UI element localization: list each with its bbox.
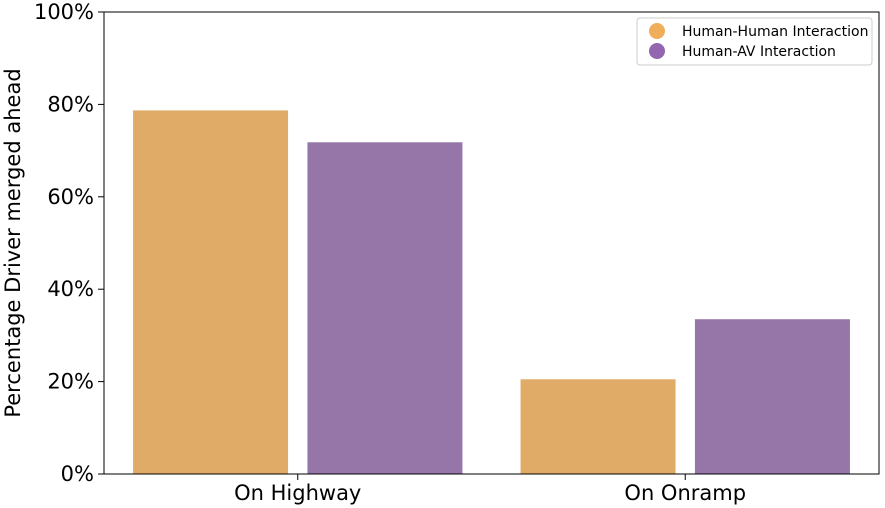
bar-human-human-onramp	[520, 379, 676, 474]
bar-human-av-onramp	[694, 319, 850, 474]
bars-group	[133, 110, 850, 474]
bar-human-av-highway	[307, 142, 463, 474]
y-tick-label: 60%	[47, 185, 94, 209]
legend: Human-Human Interaction Human-AV Interact…	[636, 17, 873, 66]
plot-frame	[103, 11, 880, 475]
y-tick-label: 0%	[61, 462, 94, 486]
legend-marker-human-av	[649, 43, 665, 59]
y-tick-label: 80%	[47, 92, 94, 116]
x-tick-label: On Highway	[234, 481, 361, 505]
legend-label: Human-AV Interaction	[682, 44, 836, 60]
legend-label: Human-Human Interaction	[682, 24, 868, 40]
y-tick-label: 100%	[34, 0, 94, 24]
x-tick-label: On Onramp	[624, 481, 746, 505]
y-axis: 0% 20% 40% 60% 80% 100%	[34, 0, 104, 486]
y-tick-label: 40%	[47, 277, 94, 301]
legend-marker-human-human	[649, 23, 665, 39]
bar-human-human-highway	[133, 110, 289, 474]
legend-box	[636, 17, 873, 66]
x-axis: On Highway On Onramp	[234, 474, 746, 505]
y-axis-title: Percentage Driver merged ahead	[1, 68, 25, 417]
y-tick-label: 20%	[47, 370, 94, 394]
